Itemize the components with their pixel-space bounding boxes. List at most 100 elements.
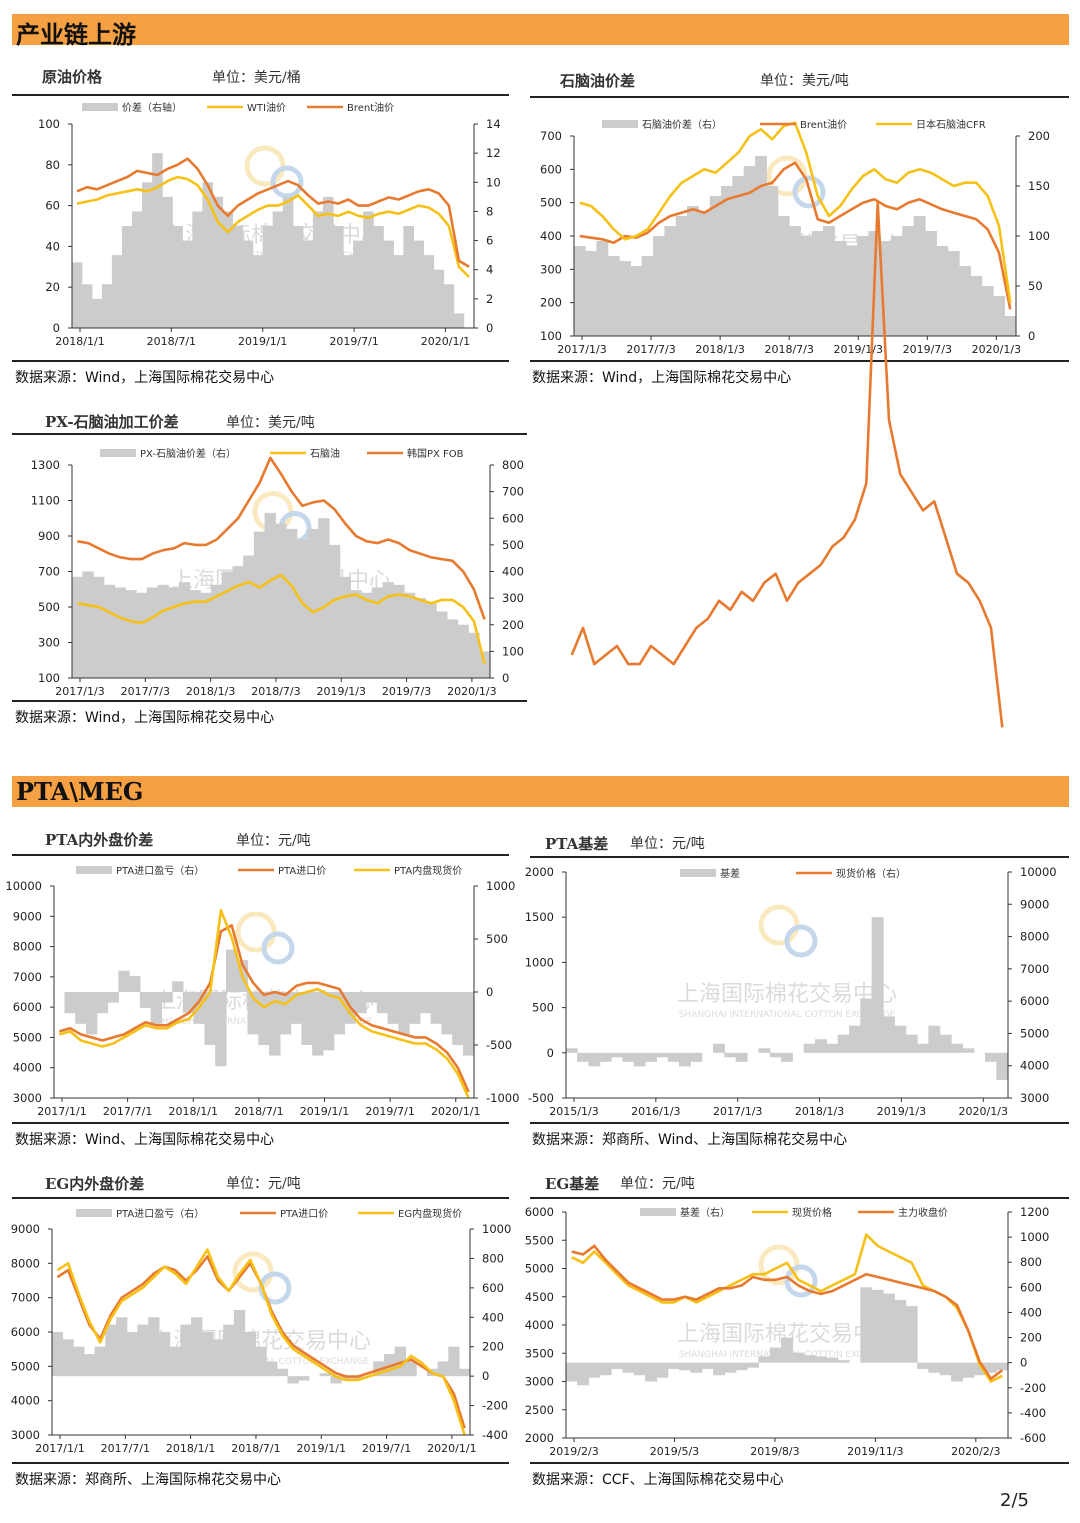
watermark-logo-icon [792,175,826,209]
bar [125,590,137,678]
bar [93,576,105,678]
x-tick-label: 2019/1/1 [300,1105,349,1118]
panel-title: PTA内外盘价差 [45,831,154,849]
bar [698,211,711,336]
bar [191,1317,203,1377]
y-tick-label: 40 [45,239,60,253]
x-tick-label: 2017/1/3 [713,1105,762,1118]
legend-swatch [76,1209,112,1217]
x-tick-label: 2018/7/3 [764,343,813,356]
y-tick-label: 3000 [13,1091,42,1105]
bar [902,226,915,336]
bar [328,544,341,678]
bar [721,186,733,336]
bar [641,256,654,336]
bar [318,518,330,678]
y-tick-label: 6000 [13,1000,42,1014]
x-tick-label: 2017/1/3 [557,343,606,356]
bar [322,196,334,328]
bar [425,603,437,678]
bar [312,211,324,328]
legend-label: 基差 [720,867,740,880]
bar [394,1346,406,1377]
bar [645,1362,657,1382]
bar [690,1362,703,1373]
bar [343,255,354,328]
y-tick-label: 1300 [31,458,60,472]
y-tick-label: 1000 [525,955,554,969]
y2-tick-label: 300 [502,591,524,605]
bar [162,196,173,328]
x-tick-label: 2020/2/3 [951,1445,1000,1458]
bar [101,284,113,328]
y-tick-label: 80 [45,158,60,172]
bar [333,992,346,1035]
bar [443,284,455,328]
bar [936,246,949,336]
y2-tick-label: 1200 [1020,1205,1049,1219]
y2-tick-label: 600 [1020,1280,1042,1294]
x-tick-label: 2019/1/3 [317,685,366,698]
x-tick-label: 2019/7/3 [382,685,431,698]
bar [985,1052,997,1062]
bar [103,584,116,678]
y2-tick-label: 0 [1028,329,1035,343]
y2-tick-label: 14 [486,117,501,131]
bar [51,1332,64,1377]
y2-tick-label: 9000 [1020,897,1049,911]
y2-tick-label: 10000 [1020,865,1057,879]
bar [287,1376,299,1384]
bar [286,528,298,678]
x-tick-label: 2019/11/3 [847,1445,903,1458]
bar [301,992,313,1045]
series-line [59,908,470,1099]
bar [996,1052,1009,1080]
bar [383,240,394,328]
bar [189,590,201,678]
bar [611,1052,623,1058]
bar [200,592,212,678]
x-tick-label: 2017/7/1 [103,1105,152,1118]
bar [803,1355,816,1363]
bar [834,241,847,336]
bar [1004,316,1017,336]
bar [599,1052,612,1062]
bar [905,1034,918,1053]
bar [769,1347,782,1363]
panel-source: 数据来源：Wind，上海国际棉花交易中心 [15,710,275,726]
y2-tick-label: 800 [502,458,524,472]
x-tick-label: 2018/1/3 [795,1105,844,1118]
y-tick-label: 3000 [525,1375,554,1389]
panel-top-rule [12,94,509,96]
bar [622,1362,635,1373]
bar [630,266,643,336]
bar [312,992,324,1056]
bar [803,1043,816,1053]
panel-unit: 单位：美元/吨 [760,73,849,89]
panel-title: 石脑油价差 [560,72,636,90]
bar [701,1362,714,1369]
bar [212,1339,224,1377]
section-banner-pta-meg: PTA\MEG [12,776,1069,807]
x-tick-label: 2019/1/3 [834,343,883,356]
bar [353,240,364,328]
series-line [77,456,486,620]
bar [675,216,688,336]
y-tick-label: 4000 [525,1318,554,1332]
bar [826,1043,839,1053]
legend-label: 石脑油价差（右） [642,118,722,131]
bar [137,1324,149,1377]
bar [441,992,453,1035]
y-tick-label: 5000 [11,1359,40,1373]
panel-source: 数据来源：郑商所、Wind、上海国际棉花交易中心 [532,1132,848,1148]
bar [215,992,227,1067]
bar [269,992,281,1056]
bar [333,226,344,328]
y2-tick-label: 100 [1028,229,1050,243]
bar [724,1052,737,1058]
y2-tick-label: 4000 [1020,1059,1049,1073]
bar [996,1362,1009,1371]
legend-swatch [76,866,112,874]
